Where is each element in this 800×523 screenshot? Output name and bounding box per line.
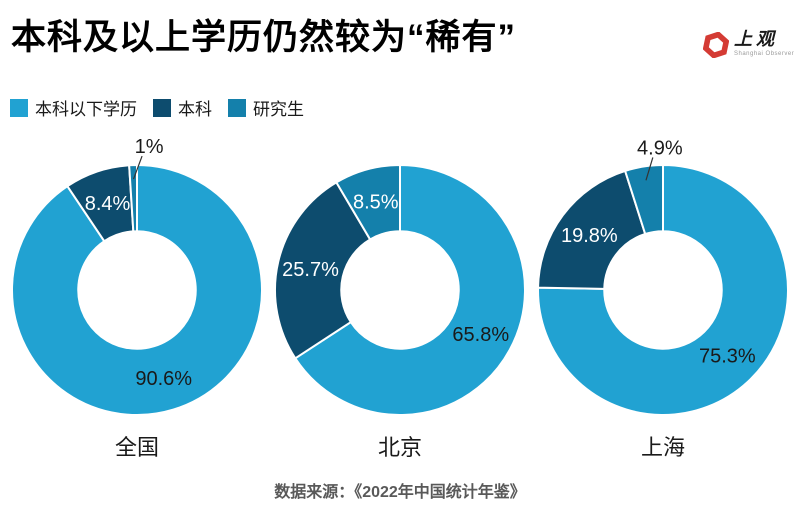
slice-value-label: 4.9% (637, 137, 683, 159)
legend-label: 本科 (178, 100, 212, 119)
donut-chart-shanghai: 75.3% 19.8% 4.9% (533, 130, 793, 435)
donut-slice-全国-研究生 (128, 163, 138, 233)
source-note: 数据来源：《2022年中国统计年鉴》 (274, 484, 526, 501)
slice-value-label: 19.8% (561, 225, 618, 247)
category-label-beijing: 北京 (377, 435, 422, 460)
donut-slice-上海-本科 (537, 169, 647, 290)
donut-slice-北京-本科 (274, 181, 372, 360)
legend-item-bachelor: 本科 (153, 95, 212, 120)
logo-text: 上观 Shanghai Observer (734, 30, 794, 57)
donut-slice-全国-本科以下学历 (11, 163, 263, 416)
legend: 本科以下学历 本科 研究生 (10, 95, 304, 120)
label-leader-line (645, 157, 654, 181)
donut-slice-上海-研究生 (623, 163, 664, 236)
logo-name: 上观 (734, 29, 778, 49)
donut-slice-北京-研究生 (334, 163, 401, 241)
donut-chart-cell-national: 90.6% 8.4% 1% (7, 130, 267, 430)
donut-chart-cell-beijing: 65.8% 25.7% 8.5% (270, 130, 530, 430)
category-label-national: 全国 (114, 435, 159, 460)
category-label-shanghai: 上海 (640, 435, 685, 460)
slice-value-label: 75.3% (699, 346, 756, 368)
slice-value-label: 8.5% (353, 191, 399, 213)
legend-swatch-below-bachelor (10, 98, 28, 117)
legend-label: 研究生 (253, 100, 304, 119)
legend-item-below-bachelor: 本科以下学历 (10, 95, 137, 120)
slice-value-label: 65.8% (452, 324, 509, 346)
legend-label: 本科以下学历 (35, 100, 137, 119)
donut-chart-national: 90.6% 8.4% 1% (7, 130, 267, 435)
logo-subtitle: Shanghai Observer (734, 51, 795, 57)
donut-slice-上海-本科以下学历 (537, 163, 789, 416)
slice-value-label: 1% (135, 136, 164, 158)
legend-item-graduate: 研究生 (228, 95, 304, 120)
legend-swatch-bachelor (153, 98, 171, 117)
slice-value-label: 25.7% (282, 259, 339, 281)
slice-value-label: 90.6% (135, 368, 192, 390)
publisher-logo: 上观 Shanghai Observer (703, 30, 794, 58)
donut-chart-beijing: 65.8% 25.7% 8.5% (270, 130, 530, 435)
label-leader-line (132, 155, 143, 180)
shanghai-observer-logo-icon (703, 32, 729, 58)
slice-value-label: 8.4% (85, 193, 131, 215)
donut-slice-北京-本科以下学历 (293, 163, 526, 416)
page-title: 本科及以上学历仍然较为“稀有” (11, 18, 517, 57)
donut-chart-cell-shanghai: 75.3% 19.8% 4.9% (533, 130, 793, 430)
legend-swatch-graduate (228, 98, 246, 117)
